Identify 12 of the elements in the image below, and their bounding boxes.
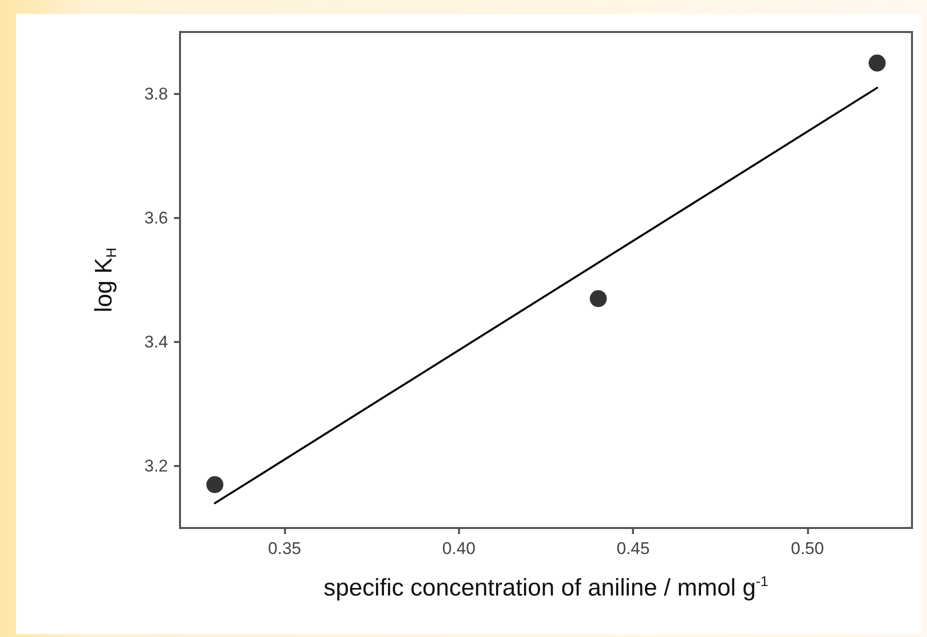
x-tick-label: 0.45	[616, 539, 650, 558]
y-tick-label: 3.2	[144, 456, 168, 476]
y-tick-label: 3.8	[144, 84, 168, 104]
y-tick-label: 3.6	[144, 208, 168, 228]
point	[206, 476, 224, 494]
y-tick-label: 3.4	[144, 332, 168, 352]
y-axis-title: log KH	[90, 248, 119, 312]
x-tick-label: 0.40	[442, 539, 476, 558]
point	[590, 290, 607, 308]
x-tick-label: 0.35	[268, 539, 302, 558]
x-tick-label: 0.50	[790, 539, 824, 558]
point	[868, 54, 886, 72]
